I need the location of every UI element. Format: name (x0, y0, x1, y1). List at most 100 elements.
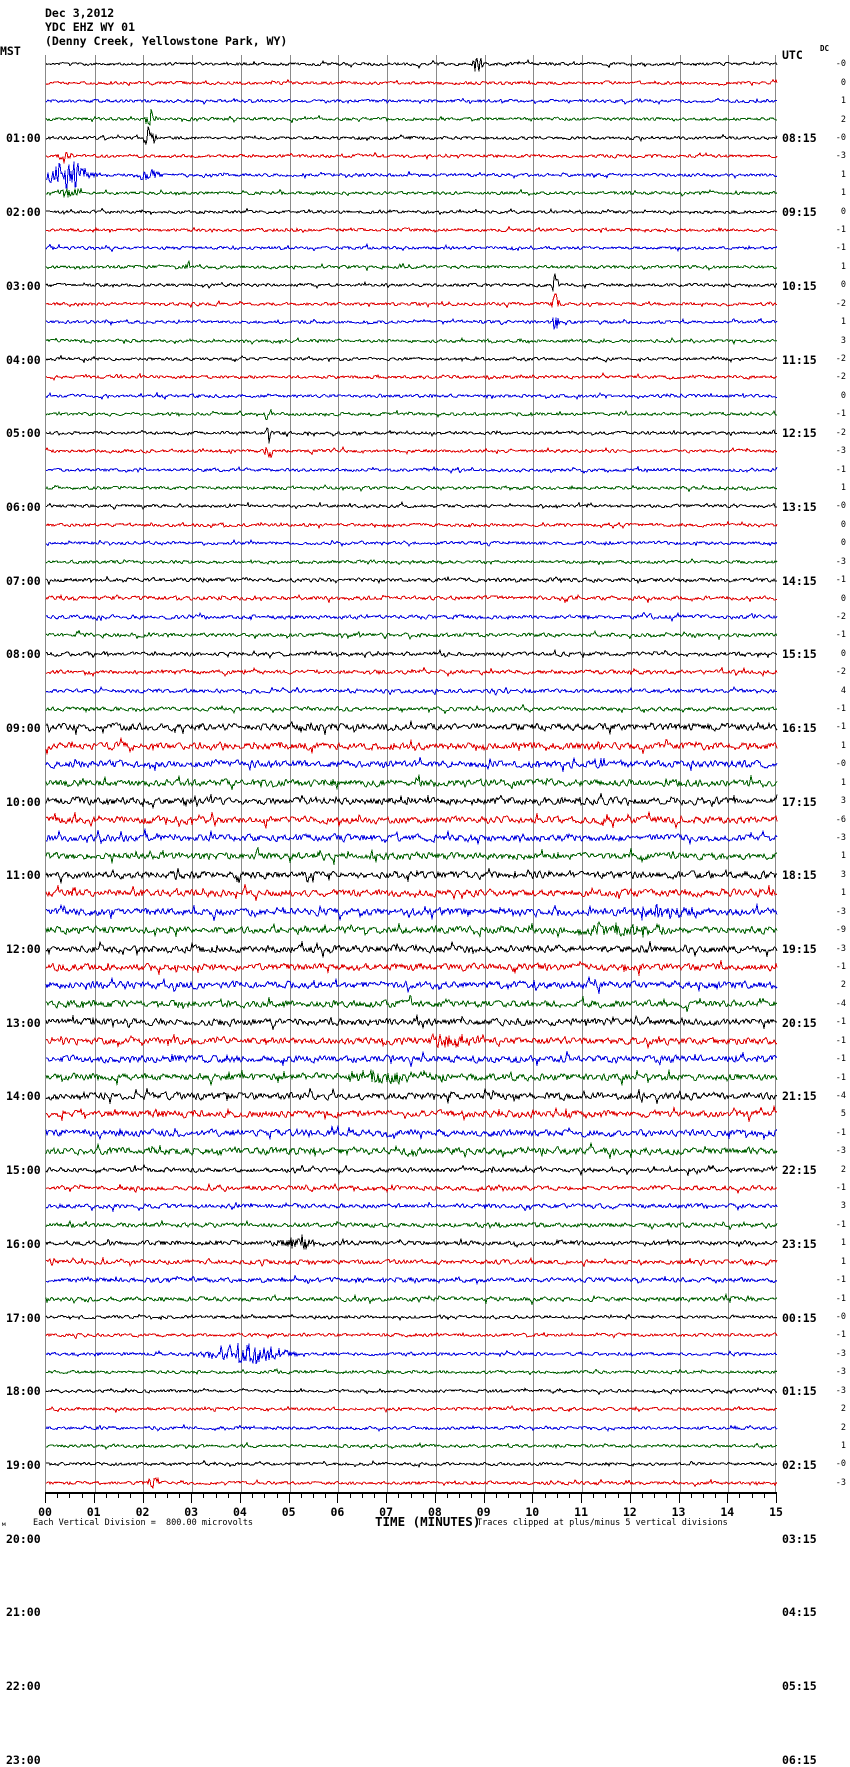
x-tick-13-0 (678, 1492, 680, 1503)
seismic-trace-26 (45, 526, 778, 560)
dc-value-1: 0 (840, 77, 846, 88)
seismic-trace-44 (45, 858, 778, 892)
utc-hour-label-1215: 12:15 (782, 426, 817, 441)
seismic-trace-13 (45, 287, 778, 321)
x-tick-0-3 (81, 1492, 83, 1498)
dc-value-26: 0 (840, 538, 846, 549)
dc-value-43: 1 (840, 851, 846, 862)
header-location: (Denny Creek, Yellowstone Park, WY) (45, 34, 288, 48)
seismic-trace-29 (45, 581, 778, 615)
seismic-trace-19 (45, 397, 778, 431)
dc-value-58: -1 (835, 1127, 846, 1138)
dc-value-30: -2 (835, 611, 846, 622)
seismic-trace-68 (45, 1300, 778, 1334)
x-tick-0-0 (45, 1492, 46, 1503)
dc-value-36: -1 (835, 722, 846, 733)
mst-hour-label-1400: 14:00 (6, 1089, 41, 1104)
seismic-trace-25 (45, 508, 778, 542)
mst-hour-label-1500: 15:00 (6, 1163, 41, 1178)
x-tick-2-0 (142, 1492, 144, 1503)
dc-value-13: -2 (835, 298, 846, 309)
x-axis (45, 1492, 777, 1504)
x-tick-label-11: 11 (574, 1505, 589, 1519)
x-tick-2-3 (179, 1492, 180, 1498)
dc-value-37: 1 (840, 740, 846, 751)
seismic-trace-40 (45, 784, 778, 818)
x-tick-label-05: 05 (281, 1505, 296, 1519)
utc-hour-label-1815: 18:15 (782, 868, 817, 883)
x-tick-8-1 (447, 1492, 449, 1498)
dc-value-67: -1 (835, 1293, 846, 1304)
dc-value-51: -4 (835, 998, 846, 1009)
utc-hour-label-1315: 13:15 (782, 499, 817, 514)
seismic-trace-33 (45, 655, 778, 689)
dc-value-28: -1 (835, 575, 846, 586)
mst-hour-label-0200: 02:00 (6, 205, 41, 220)
dc-value-71: -3 (835, 1367, 846, 1378)
seismic-trace-72 (45, 1374, 778, 1408)
gridline-minute-04 (240, 55, 242, 1492)
dc-value-21: -3 (835, 446, 846, 457)
x-tick-5-0 (288, 1492, 290, 1503)
seismic-trace-59 (45, 1134, 778, 1168)
utc-hour-label-0215: 02:15 (782, 1457, 817, 1472)
utc-hour-label-2115: 21:15 (782, 1089, 817, 1104)
dc-value-32: 0 (840, 648, 846, 659)
seismic-trace-1 (45, 66, 778, 100)
dc-value-61: -1 (835, 1183, 846, 1193)
mst-hour-label-0100: 01:00 (6, 131, 41, 146)
seismic-trace-27 (45, 545, 778, 579)
dc-value-64: 1 (840, 1238, 846, 1249)
x-tick-11-2 (605, 1492, 607, 1498)
dc-column-label: DC (820, 44, 830, 53)
x-tick-3-2 (215, 1492, 217, 1498)
dc-value-74: 2 (840, 1422, 846, 1433)
seismic-trace-12 (45, 268, 778, 302)
helicorder-plot[interactable] (45, 55, 778, 1492)
seismic-trace-45 (45, 876, 778, 910)
seismic-trace-18 (45, 379, 778, 413)
utc-hour-label-1015: 10:15 (782, 278, 817, 293)
seismic-trace-41 (45, 803, 778, 837)
dc-value-8: 0 (840, 206, 846, 217)
dc-value-70: -3 (835, 1348, 846, 1359)
dc-value-44: 3 (840, 869, 846, 880)
dc-value-60: 2 (840, 1164, 846, 1175)
seismic-trace-48 (45, 932, 778, 966)
dc-value-6: 1 (840, 169, 846, 180)
utc-hour-label-1715: 17:15 (782, 794, 817, 809)
x-tick-7-0 (386, 1492, 388, 1503)
mst-hour-label-1300: 13:00 (6, 1015, 41, 1030)
dc-value-47: -9 (835, 925, 846, 936)
dc-value-42: -3 (835, 833, 846, 843)
x-tick-14-0 (727, 1492, 729, 1503)
dc-value-50: 2 (840, 980, 846, 991)
x-tick-9-1 (495, 1492, 497, 1498)
dc-value-22: -1 (835, 464, 846, 475)
x-tick-0-1 (57, 1492, 59, 1498)
mst-hour-label-0900: 09:00 (6, 720, 41, 735)
x-tick-7-2 (410, 1492, 412, 1498)
x-tick-2-2 (166, 1492, 168, 1498)
seismic-trace-21 (45, 434, 778, 468)
mst-hour-label-1600: 16:00 (6, 1236, 41, 1251)
gridline-minute-03 (192, 55, 194, 1492)
seismic-trace-64 (45, 1226, 778, 1260)
x-tick-label-01: 01 (86, 1505, 101, 1519)
dc-value-63: -1 (835, 1219, 846, 1230)
mst-hour-label-1800: 18:00 (6, 1384, 41, 1399)
dc-value-0: -0 (835, 59, 846, 70)
seismic-trace-23 (45, 471, 778, 505)
dc-value-19: -1 (835, 409, 846, 420)
dc-value-54: -1 (835, 1054, 846, 1065)
gridline-minute-12 (630, 55, 632, 1492)
dc-value-3: 2 (840, 114, 846, 125)
x-tick-5-3 (325, 1492, 327, 1498)
dc-value-68: -0 (835, 1312, 846, 1322)
dc-value-48: -3 (835, 943, 846, 954)
seismic-trace-7 (45, 176, 778, 210)
dc-value-65: 1 (840, 1256, 846, 1267)
x-tick-6-2 (361, 1492, 363, 1498)
utc-hour-label-1515: 15:15 (782, 647, 817, 662)
seismic-trace-11 (45, 250, 778, 284)
